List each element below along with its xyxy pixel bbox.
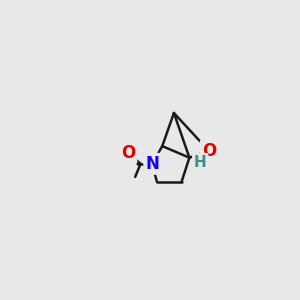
Text: H: H	[194, 155, 207, 170]
Text: O: O	[121, 144, 135, 162]
Text: N: N	[145, 155, 159, 173]
Text: O: O	[202, 142, 216, 160]
